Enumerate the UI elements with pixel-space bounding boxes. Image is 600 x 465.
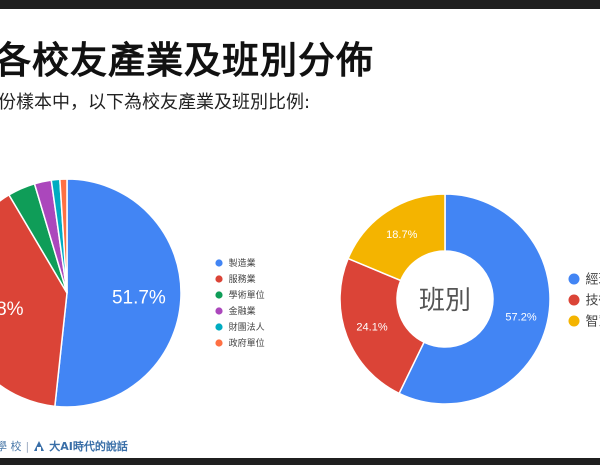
pie-slice-1 bbox=[54, 178, 182, 408]
legend-label-3: 智慧 bbox=[586, 314, 600, 330]
legend-label-1: 製造業 bbox=[229, 257, 256, 269]
class-legend: 經理技術智慧 bbox=[568, 273, 600, 330]
data-label-slice-1: 57.2% bbox=[505, 311, 536, 323]
legend-marker-3 bbox=[568, 315, 580, 327]
data-label-slice-2: 39.8% bbox=[0, 299, 24, 320]
footer-brand: 大AI時代的說話 bbox=[49, 440, 128, 453]
slide-subtitle: 份樣本中，以下為校友產業及班別比例: bbox=[0, 92, 311, 113]
slide-title: 各校友產業及班別分佈 bbox=[0, 39, 374, 82]
legend-marker-2 bbox=[568, 294, 580, 306]
pie-slice-3 bbox=[347, 193, 446, 282]
legend-label-2: 技術 bbox=[586, 294, 600, 309]
legend-label-2: 服務業 bbox=[229, 273, 256, 285]
legend-marker-6 bbox=[215, 339, 223, 347]
bottom-bar bbox=[0, 458, 600, 465]
legend-marker-4 bbox=[215, 307, 223, 315]
brand-logo-icon bbox=[33, 440, 45, 452]
donut-center-label: 班別 bbox=[419, 286, 471, 316]
legend-marker-1 bbox=[215, 259, 223, 267]
data-label-slice-2: 24.1% bbox=[356, 321, 387, 333]
footer-separator: | bbox=[25, 439, 30, 453]
legend-marker-2 bbox=[215, 275, 223, 283]
pie-slice-1 bbox=[398, 193, 551, 405]
data-label-slice-1: 51.7% bbox=[112, 287, 166, 308]
legend-label-1: 經理 bbox=[586, 273, 600, 288]
data-label-slice-3: 18.7% bbox=[386, 229, 417, 241]
legend-marker-1 bbox=[568, 273, 580, 285]
legend-marker-5 bbox=[215, 323, 223, 331]
pie-slice-6 bbox=[59, 178, 68, 294]
pie-slice-2 bbox=[0, 193, 68, 408]
legend-label-4: 金融業 bbox=[229, 305, 256, 317]
class-donut-chart: 57.2% 24.1% 18.7% 班別 bbox=[339, 193, 551, 405]
legend-label-3: 學術單位 bbox=[229, 289, 265, 301]
legend-label-6: 政府單位 bbox=[229, 337, 265, 349]
legend-label-5: 財團法人 bbox=[229, 321, 265, 333]
footer: 學 校 | 大AI時代的說話 bbox=[0, 438, 128, 454]
pie-slice-2 bbox=[339, 257, 426, 395]
footer-school-label: 學 校 bbox=[0, 440, 22, 453]
top-bar bbox=[0, 0, 600, 9]
industry-pie-chart: 51.7% 39.8% bbox=[0, 178, 182, 408]
legend-marker-3 bbox=[215, 291, 223, 299]
